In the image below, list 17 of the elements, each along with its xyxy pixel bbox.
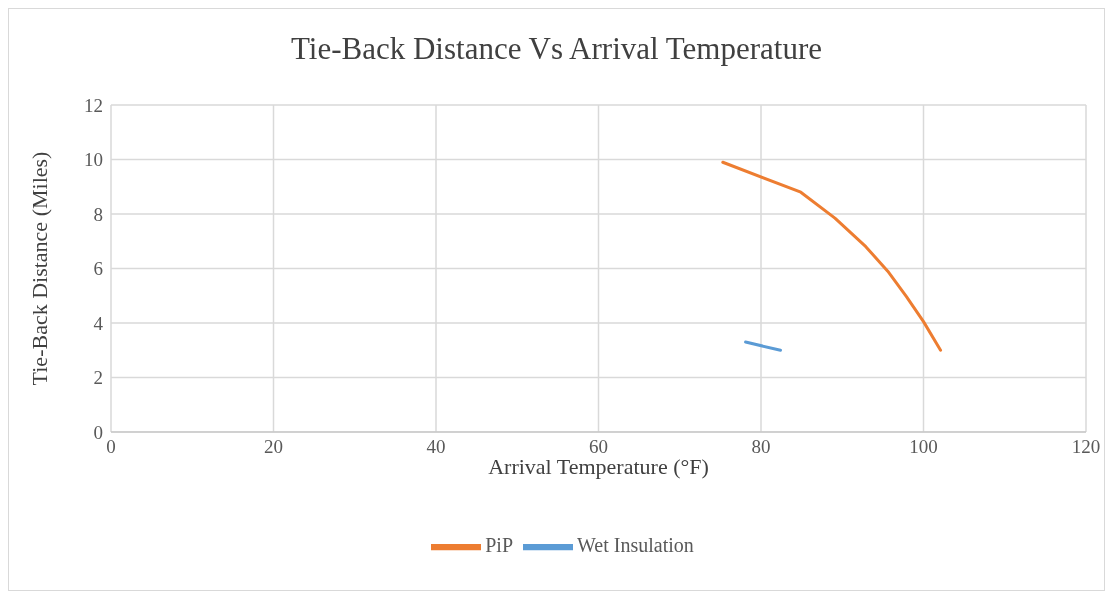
x-tick-label: 120 [1071, 436, 1101, 458]
line-series [721, 160, 943, 352]
y-tick-label: 8 [93, 203, 103, 225]
y-tick-label: 0 [93, 421, 103, 443]
y-tick-label: 12 [84, 94, 103, 116]
y-axis-title: Tie-Back Distance (Miles) [26, 151, 52, 386]
legend-label: PiP [485, 533, 514, 556]
y-tick-label: 2 [93, 367, 103, 389]
x-tick-label: 80 [751, 436, 771, 458]
y-tick-label: 10 [84, 149, 103, 171]
x-tick-label: 40 [426, 436, 446, 458]
legend-label: Wet Insulation [577, 533, 694, 556]
x-tick-label: 100 [909, 436, 938, 458]
x-tick-label: 20 [264, 436, 283, 458]
y-tick-label: 6 [93, 258, 103, 280]
y-tick-label: 4 [93, 312, 104, 334]
chart-title: Tie-Back Distance Vs Arrival Temperature [290, 31, 823, 67]
